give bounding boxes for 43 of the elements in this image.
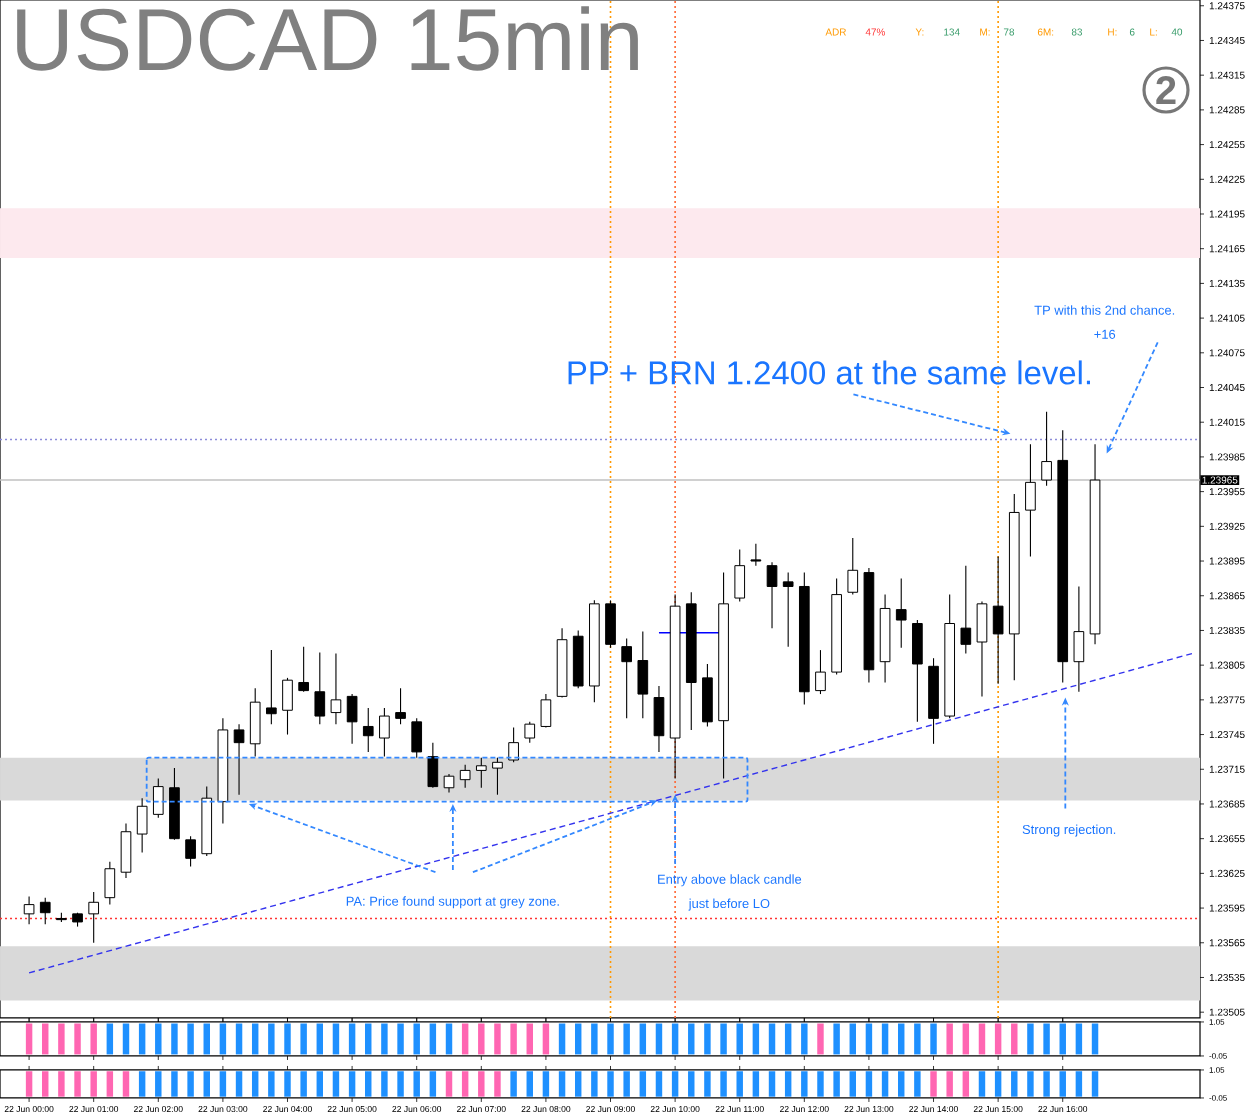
candlestick	[895, 577, 907, 649]
candlestick	[282, 677, 293, 736]
candlestick	[912, 619, 923, 723]
candlestick	[637, 631, 649, 719]
candlestick	[23, 895, 35, 925]
candlestick	[540, 693, 552, 729]
candlestick	[88, 891, 100, 944]
candlestick	[508, 727, 519, 763]
candlestick	[960, 565, 972, 655]
candlestick	[750, 543, 762, 567]
candlestick	[766, 561, 778, 629]
candlestick	[1073, 585, 1085, 693]
candlestick	[136, 797, 148, 854]
candlestick	[395, 687, 406, 725]
candlestick	[702, 663, 713, 727]
candlestick	[734, 548, 746, 603]
candlestick	[782, 572, 794, 648]
annotation: 2	[1156, 76, 1176, 104]
candlestick	[346, 693, 358, 745]
candlestick	[976, 600, 988, 697]
candlestick	[1041, 411, 1052, 487]
annotation: PP + BRN 1.2400 at the same level.	[568, 360, 1091, 385]
candlestick	[39, 897, 51, 925]
candlestick	[298, 646, 309, 693]
candlestick	[314, 651, 326, 725]
candlestick	[185, 835, 196, 867]
candlestick	[330, 653, 342, 725]
candlestick	[120, 823, 132, 879]
candlestick	[992, 555, 1004, 685]
candlestick	[362, 707, 374, 753]
candlestick	[621, 637, 633, 719]
chart-title: USDCAD 15min	[17, 6, 638, 71]
candlestick	[379, 707, 390, 758]
candlestick	[524, 721, 536, 744]
candlestick	[266, 649, 277, 725]
candlestick	[653, 685, 665, 753]
candlestick	[605, 599, 616, 649]
candlestick	[104, 861, 116, 906]
candlestick	[249, 687, 261, 758]
candlestick	[815, 649, 826, 695]
candlestick	[411, 717, 423, 759]
candlestick	[847, 537, 859, 596]
candlestick	[1025, 443, 1036, 557]
